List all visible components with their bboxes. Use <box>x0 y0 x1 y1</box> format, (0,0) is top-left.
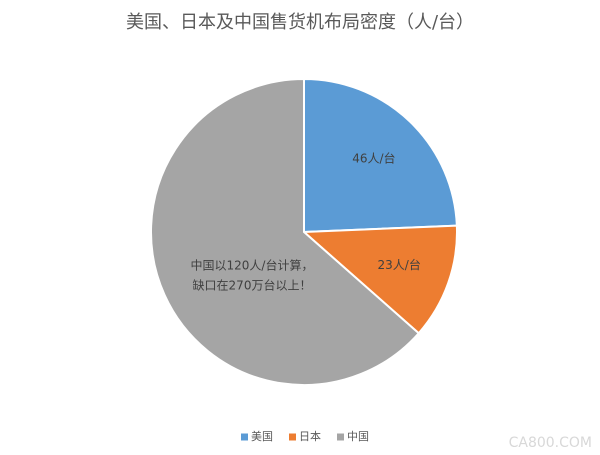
annotation: 中国以120人/台计算， <box>191 258 314 273</box>
legend-label: 美国 <box>251 430 273 443</box>
legend-swatch <box>289 433 296 441</box>
data-label: 46人/台 <box>352 151 395 166</box>
legend-swatch <box>337 433 344 441</box>
annotation: 缺口在270万台以上！ <box>193 278 312 293</box>
legend-label: 日本 <box>299 429 321 443</box>
chart-title: 美国、日本及中国售货机布局密度（人/台） <box>126 12 474 33</box>
pie-slice <box>301 224 458 335</box>
legend-swatch <box>241 433 248 441</box>
data-label: 23人/台 <box>378 257 421 272</box>
pie-slice <box>150 77 421 386</box>
watermark: CA800.COM <box>509 435 592 451</box>
legend-label: 中国 <box>347 430 369 443</box>
pie-slice <box>303 77 458 234</box>
